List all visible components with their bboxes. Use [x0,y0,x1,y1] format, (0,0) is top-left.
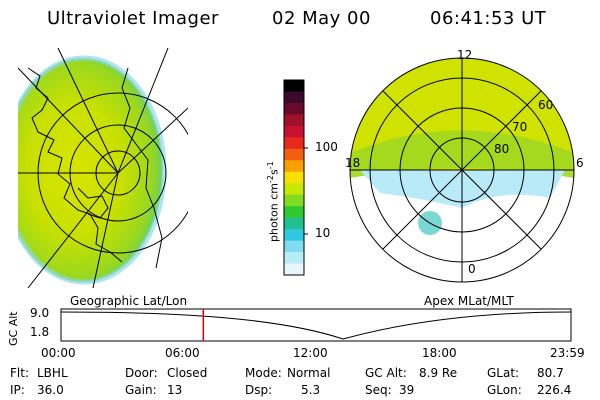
colorbar-segment [284,252,304,265]
geo-lon-line [92,172,119,288]
info-door: Door: Closed [125,366,207,380]
colorbar-unit-s: s [267,169,281,176]
info-glat: GLat: 80.7 [487,366,564,380]
colorbar-segment [284,91,304,104]
geo-coastline [27,67,123,263]
info-gcalt-value: 8.9 Re [419,366,458,380]
info-glat-label: GLat: [487,366,520,380]
colorbar-unit-exp1: -2 [266,175,275,184]
info-door-value: Closed [167,366,208,380]
colorbar-gradient [284,80,304,276]
apex-caption: Apex MLat/MLT [424,294,514,308]
colorbar-segment [284,114,304,127]
apex-polar-panel [349,57,575,283]
geo-lon-line [117,48,169,174]
timeline-ytick-9: 9.0 [30,306,50,320]
info-glon-label: GLon: [487,383,522,397]
mlt-label-6: 6 [576,156,584,170]
colorbar-segment [284,80,304,92]
info-seq: Seq: 39 [365,383,414,397]
info-gcalt: GC Alt: 8.9 Re [365,366,457,380]
info-gain-value: 13 [167,383,183,397]
colorbar-unit-exp2: -1 [266,161,275,170]
info-seq-label: Seq: [365,383,392,397]
geo-lon-line [27,172,119,288]
info-mode-value: Normal [287,366,331,380]
colorbar-unit-label: photon cm-2s-1 [266,161,281,242]
mlat-label-60: 60 [538,98,554,112]
geographic-aurora-image [18,58,163,282]
colorbar-tick-label-100: 100 [315,140,338,154]
colorbar-segment [284,125,304,138]
timeline-frame [60,308,572,342]
geo-lon-line [117,107,188,174]
time-label: 06:41:53 UT [430,8,547,29]
info-ip-value: 36.0 [37,383,64,397]
colorbar-tick-label-10: 10 [315,226,331,240]
info-dsp: Dsp: 5.3 [245,383,320,397]
colorbar-segment [284,194,304,207]
info-dsp-label: Dsp: [245,383,273,397]
info-ip: IP: 36.0 [10,383,64,397]
geo-lon-line [57,48,119,174]
info-mode-label: Mode: [245,366,282,380]
instrument-title: Ultraviolet Imager [47,8,219,29]
mlat-label-70: 70 [512,120,528,134]
apex-mlt-line-diag [382,90,542,250]
colorbar-segment [284,160,304,173]
info-seq-value: 39 [399,383,415,397]
timeline-plot [60,308,572,342]
info-glon-value: 226.4 [537,383,572,397]
info-gcalt-label: GC Alt: [365,366,407,380]
info-gain-label: Gain: [125,383,157,397]
colorbar [283,79,308,276]
info-ip-label: IP: [10,383,25,397]
timeline-axis-label: GC Alt [7,311,20,346]
colorbar-segment [284,240,304,253]
timeline-xtick-0600: 06:00 [165,346,200,360]
mlt-label-0: 0 [468,262,476,276]
colorbar-segment [284,171,304,184]
colorbar-segment [284,102,304,115]
mlt-label-12: 12 [457,48,473,62]
timeline-ytick-1-8: 1.8 [30,325,50,339]
geo-coastline [121,67,163,269]
date-label: 02 May 00 [272,8,371,29]
colorbar-unit-base: photon cm [267,183,281,242]
info-door-label: Door: [125,366,158,380]
info-dsp-value: 5.3 [301,383,321,397]
colorbar-segment [284,206,304,219]
info-flt: Flt: LBHL [10,366,68,380]
info-glat-value: 80.7 [537,366,564,380]
geographic-limb-halo [18,55,167,285]
info-glon: GLon: 226.4 [487,383,571,397]
geo-lon-line [18,67,119,174]
colorbar-segment [284,183,304,196]
timeline-curve [60,311,572,340]
geographic-caption: Geographic Lat/Lon [70,294,188,308]
info-gain: Gain: 13 [125,383,182,397]
colorbar-segment [284,229,304,242]
colorbar-segment [284,148,304,161]
timeline-xtick-1200: 12:00 [293,346,328,360]
colorbar-segment [284,217,304,230]
colorbar-segment [284,263,304,276]
info-mode: Mode: Normal [245,366,330,380]
timeline-xtick-0000: 00:00 [41,346,76,360]
mlat-label-80: 80 [494,142,510,156]
info-flt-label: Flt: [10,366,29,380]
geographic-map-panel [18,48,188,288]
timeline-xtick-2359: 23:59 [550,346,585,360]
info-flt-value: LBHL [37,366,68,380]
colorbar-segment [284,137,304,150]
geo-coastline [77,187,109,219]
timeline-xtick-1800: 18:00 [422,346,457,360]
mlt-label-18: 18 [345,156,361,170]
